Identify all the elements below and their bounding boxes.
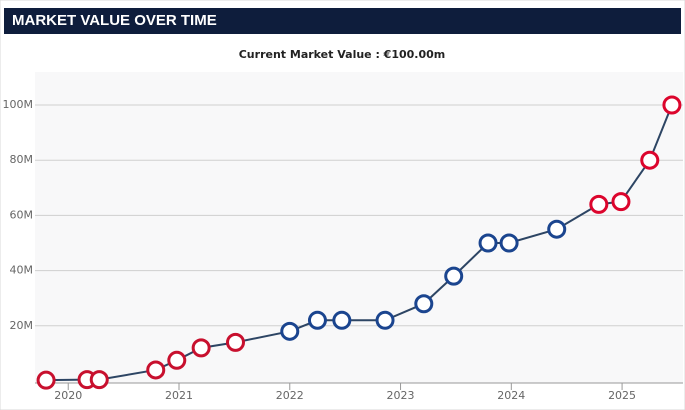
club-marker xyxy=(36,370,56,390)
header-bar xyxy=(4,8,681,34)
club-marker xyxy=(589,194,609,214)
club-marker xyxy=(640,150,660,170)
x-tick-label: 2020 xyxy=(54,389,82,402)
club-marker xyxy=(89,370,109,390)
club-marker xyxy=(414,294,434,314)
x-tick-label: 2025 xyxy=(608,389,636,402)
club-marker xyxy=(191,338,211,358)
y-tick-label: 80M xyxy=(10,153,34,166)
club-marker xyxy=(332,310,352,330)
club-marker xyxy=(547,219,567,239)
club-marker xyxy=(146,360,166,380)
y-tick-label: 40M xyxy=(10,264,34,277)
club-marker xyxy=(444,266,464,286)
x-tick-label: 2024 xyxy=(497,389,525,402)
y-tick-label: 20M xyxy=(10,319,34,332)
x-tick-label: 2022 xyxy=(276,389,304,402)
club-marker xyxy=(478,233,498,253)
club-marker xyxy=(662,95,682,115)
x-tick-label: 2023 xyxy=(387,389,415,402)
chart-subtitle: Current Market Value : €100.00m xyxy=(239,48,446,61)
x-tick-label: 2021 xyxy=(165,389,193,402)
club-marker xyxy=(611,192,631,212)
club-marker xyxy=(167,350,187,370)
club-marker xyxy=(499,233,519,253)
y-tick-label: 100M xyxy=(3,98,34,111)
y-tick-label: 60M xyxy=(10,208,34,221)
club-marker xyxy=(307,310,327,330)
club-marker xyxy=(225,332,245,352)
plot-area xyxy=(35,72,683,383)
chart-title: MARKET VALUE OVER TIME xyxy=(12,12,217,29)
club-marker xyxy=(375,310,395,330)
club-marker xyxy=(280,321,300,341)
